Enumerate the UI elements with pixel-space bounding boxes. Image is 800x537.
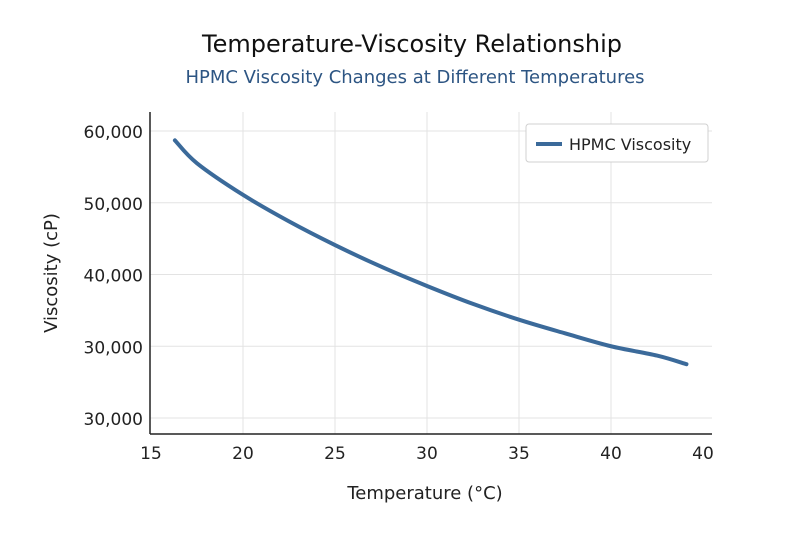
legend-box	[525, 123, 709, 163]
x-tick-label: 15	[140, 444, 162, 464]
chart-subtitle: HPMC Viscosity Changes at Different Temp…	[185, 67, 644, 88]
x-tick-label: 40	[692, 444, 714, 464]
chart-title: Temperature-Viscosity Relationship	[201, 30, 622, 58]
x-tick-label: 25	[324, 444, 346, 464]
series-line-hpmc-viscosity	[172, 138, 689, 367]
x-tick-label: 20	[232, 444, 254, 464]
legend-label: HPMC Viscosity	[569, 135, 691, 154]
x-tick-label: 35	[508, 444, 530, 464]
y-ticks: 60,000 50,000 40,000 30,000 30,000	[84, 123, 143, 430]
y-tick-label: 30,000	[84, 338, 143, 358]
series	[172, 138, 689, 367]
y-tick-label: 50,000	[84, 195, 143, 215]
x-axis-label: Temperature (°C)	[346, 483, 502, 504]
y-axis-label: Viscosity (cP)	[41, 213, 62, 333]
y-tick-label: 40,000	[84, 267, 143, 287]
y-tick-label: 30,000	[84, 410, 143, 430]
axes	[149, 112, 712, 435]
y-tick-label: 60,000	[84, 123, 143, 143]
legend: HPMC Viscosity	[525, 123, 709, 163]
x-tick-label: 40	[600, 444, 622, 464]
x-ticks: 15 20 25 30 35 40 40	[140, 444, 714, 464]
x-tick-label: 30	[416, 444, 438, 464]
